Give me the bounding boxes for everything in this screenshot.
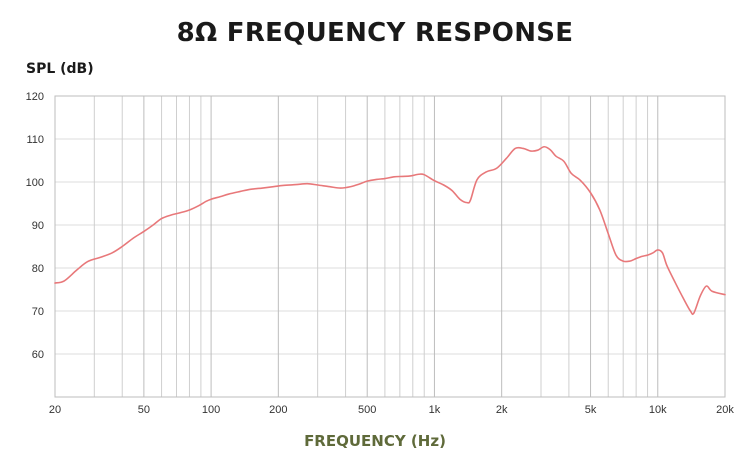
x-tick-labels: 20 50 100 200 500 1k 2k 5k 10k 20k <box>49 404 734 416</box>
x-tick-label: 20k <box>716 404 734 416</box>
x-tick-label: 20 <box>49 404 61 416</box>
x-tick-label: 500 <box>358 404 376 416</box>
y-tick-labels: 60 70 80 90 100 110 120 <box>26 91 44 361</box>
x-tick-label: 1k <box>429 404 441 416</box>
x-tick-label: 200 <box>269 404 287 416</box>
grid <box>54 95 726 397</box>
x-tick-label: 2k <box>496 404 508 416</box>
y-axis-label: SPL (dB) <box>26 61 94 77</box>
x-tick-label: 5k <box>585 404 597 416</box>
x-axis-label: FREQUENCY (Hz) <box>304 432 446 450</box>
spl-series-line <box>54 145 726 316</box>
x-tick-label: 10k <box>649 404 667 416</box>
y-tick-label: 120 <box>26 91 44 103</box>
x-tick-label: 50 <box>138 404 150 416</box>
y-tick-label: 100 <box>26 177 44 189</box>
y-tick-label: 70 <box>32 306 44 318</box>
y-tick-label: 80 <box>32 263 44 275</box>
y-tick-label: 60 <box>32 349 44 361</box>
plot-frame <box>54 95 726 398</box>
x-tick-label: 100 <box>202 404 220 416</box>
y-tick-label: 110 <box>26 134 44 146</box>
chart-title: 8Ω FREQUENCY RESPONSE <box>176 18 574 48</box>
y-tick-label: 90 <box>32 220 44 232</box>
